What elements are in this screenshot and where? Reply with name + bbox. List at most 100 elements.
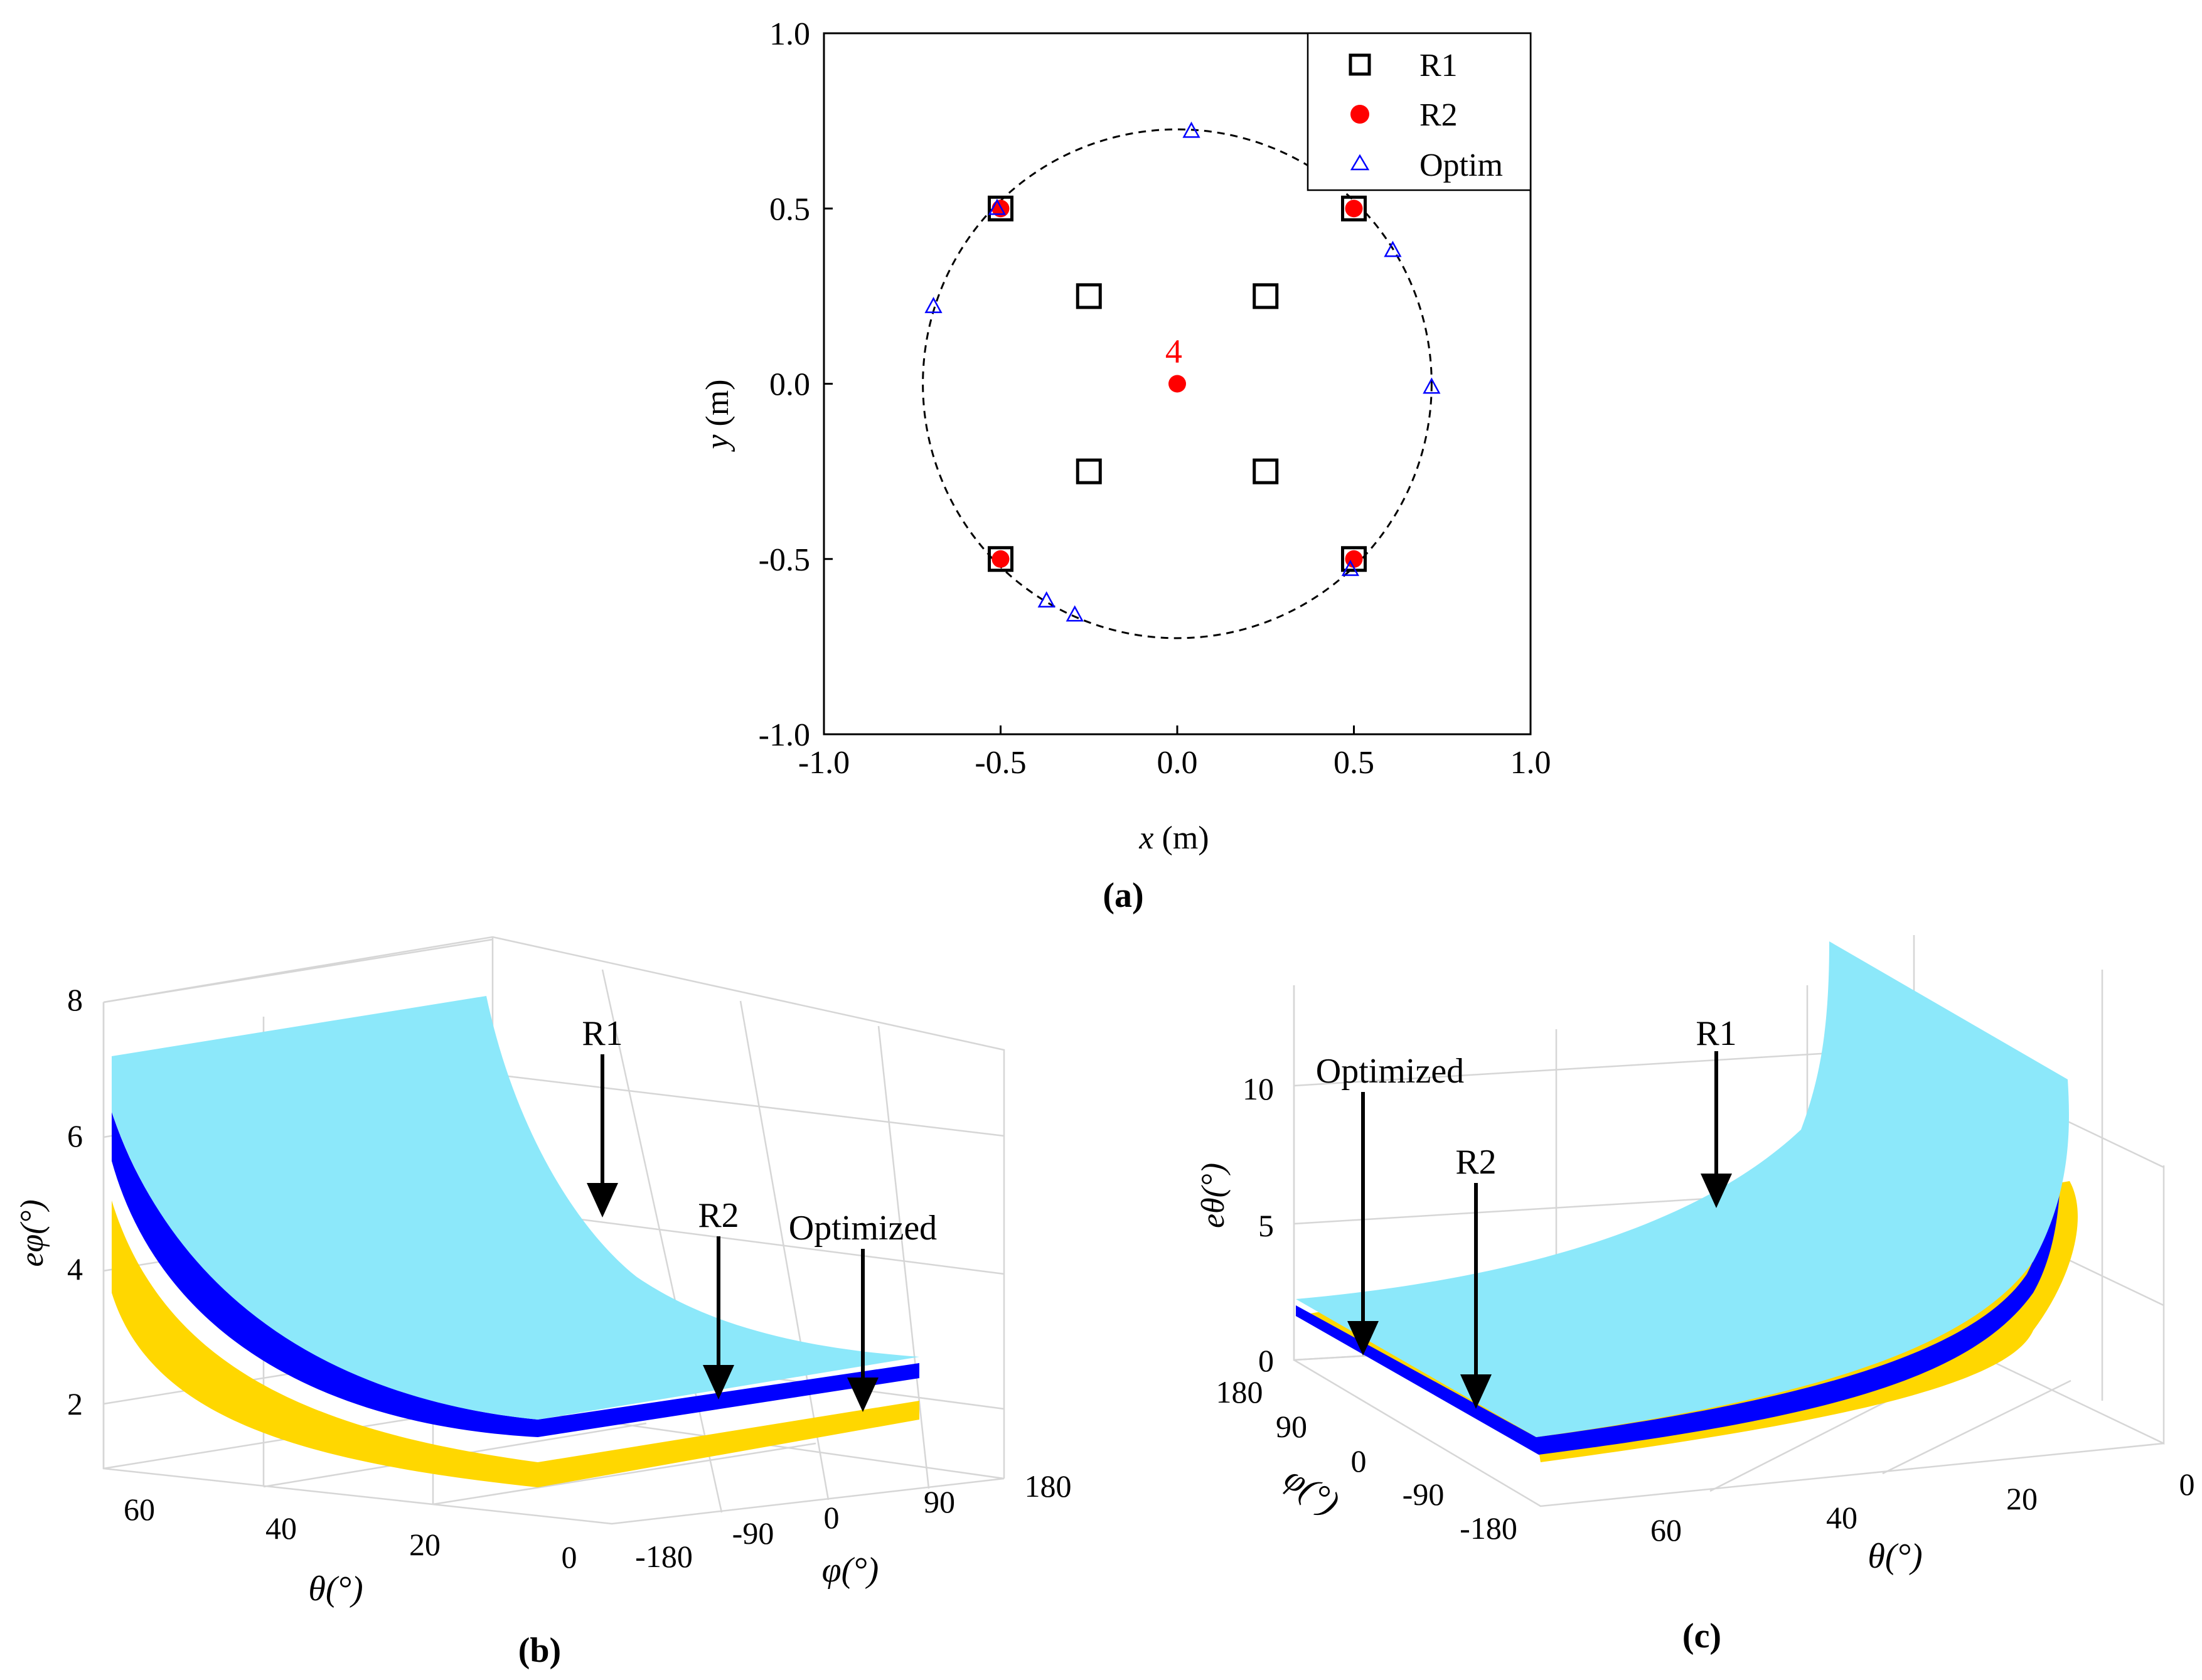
theta-tick: 20 — [2006, 1481, 2038, 1516]
surface-optimized — [112, 1201, 919, 1487]
x-axis-label: x (m) — [1138, 820, 1209, 856]
theta-tick: 40 — [265, 1511, 297, 1546]
arrowhead-r1 — [587, 1183, 618, 1217]
legend-marker-r1 — [1349, 53, 1371, 76]
point-r1 — [1341, 195, 1367, 222]
annotation-optimized: Optimized — [1316, 1052, 1464, 1091]
point-optim — [988, 198, 1006, 215]
arrowhead-r1 — [1701, 1174, 1732, 1208]
surface-r1 — [112, 996, 919, 1420]
point-optim — [924, 297, 943, 313]
legend-marker-optim — [1350, 154, 1370, 171]
theta-tick: 40 — [1826, 1500, 1857, 1535]
point-r1 — [1076, 458, 1102, 484]
legend-marker-r2 — [1350, 105, 1369, 124]
point-r2 — [991, 200, 1010, 218]
x-tick-label: 1.0 — [1510, 745, 1551, 781]
z-tick: 10 — [1243, 1071, 1274, 1106]
theta-tick: 60 — [124, 1492, 155, 1527]
phi-axis-label: φ(°) — [1277, 1458, 1346, 1523]
panel-a-scatter: -1.0 -0.5 0.0 0.5 1.0 -1.0 -0.5 0.0 0.5 1.0 4 R1 … — [700, 16, 1551, 915]
z-tick: 8 — [67, 982, 83, 1017]
y-axis-label: y (m) — [700, 379, 735, 452]
y-tick-label: -1.0 — [759, 717, 810, 753]
point-optim — [1037, 591, 1056, 608]
legend-label-optim: Optim — [1419, 147, 1503, 183]
point-r1 — [1341, 546, 1367, 572]
z-axis-label: eθ(°) — [1195, 1163, 1231, 1228]
arrowhead-r2 — [1460, 1374, 1492, 1409]
theta-axis-label: θ(°) — [308, 1570, 363, 1608]
phi-tick: 0 — [824, 1500, 840, 1535]
point-optim — [1182, 121, 1200, 138]
z-tick: 0 — [1258, 1343, 1274, 1378]
z-tick: 6 — [67, 1118, 83, 1153]
z-tick: 4 — [67, 1251, 83, 1287]
z-tick: 2 — [67, 1386, 83, 1421]
legend-label-r1: R1 — [1419, 48, 1458, 83]
panel-label-a: (a) — [1103, 876, 1143, 915]
arrowhead-r2 — [703, 1365, 734, 1399]
phi-tick: -180 — [1460, 1511, 1517, 1546]
x-tick-label: 0.0 — [1157, 745, 1198, 781]
axis-ticks: -1.0 -0.5 0.0 0.5 1.0 -1.0 -0.5 0.0 0.5 1.0 — [759, 16, 1551, 781]
point-optim — [1384, 240, 1402, 257]
panel-b-surface: 8 6 4 2 eφ(°) 60 40 20 0 θ(°) -180 -90 0… — [14, 936, 1072, 1670]
phi-axis-label: φ(°) — [822, 1551, 879, 1590]
theta-tick: 60 — [1650, 1512, 1682, 1548]
z-axis-label: eφ(°) — [14, 1199, 50, 1266]
phi-tick: -90 — [1403, 1477, 1445, 1512]
point-optim — [1066, 605, 1084, 622]
theta-tick: 0 — [562, 1539, 577, 1575]
point-r1 — [1253, 458, 1279, 484]
x-tick-label: -0.5 — [975, 745, 1026, 781]
legend-label-r2: R2 — [1419, 97, 1458, 133]
point-r1 — [988, 195, 1013, 222]
annotation-r2: R2 — [698, 1196, 739, 1235]
panel-label-c: (c) — [1682, 1617, 1721, 1656]
theta-axis-label: θ(°) — [1868, 1537, 1922, 1576]
annotation-r2: R2 — [1455, 1143, 1496, 1182]
y-tick-label: 0.5 — [769, 191, 810, 227]
annotation-optimized: Optimized — [789, 1209, 937, 1248]
phi-tick: -90 — [732, 1516, 774, 1551]
x-tick-label: -1.0 — [798, 745, 850, 781]
point-r1 — [1253, 283, 1279, 309]
arrows — [587, 1054, 879, 1412]
surface-r1 — [1296, 941, 2069, 1437]
point-optim — [1341, 559, 1359, 576]
arrowhead-optimized — [1347, 1321, 1379, 1356]
phi-tick: 0 — [1351, 1443, 1367, 1479]
point-r2 — [1168, 375, 1186, 393]
phi-tick: 90 — [924, 1484, 955, 1519]
z-tick: 5 — [1258, 1208, 1274, 1243]
y-tick-label: 0.0 — [769, 367, 810, 403]
optim-circle — [922, 128, 1433, 639]
annotation-4: 4 — [1165, 333, 1182, 370]
phi-tick: -180 — [635, 1539, 693, 1574]
point-optim — [1423, 377, 1441, 394]
annotation-r1: R1 — [1696, 1014, 1736, 1053]
x-tick-label: 0.5 — [1333, 745, 1374, 781]
theta-tick: 0 — [2179, 1467, 2195, 1502]
legend-box — [1307, 32, 1532, 191]
data-points — [924, 121, 1441, 622]
panel-label-b: (b) — [518, 1631, 561, 1670]
y-tick-label: -0.5 — [759, 542, 810, 578]
theta-tick: 20 — [409, 1527, 441, 1562]
panel-c-surface: 10 5 0 eθ(°) 180 90 0 -90 -180 φ(°) 60 4… — [1195, 935, 2195, 1656]
phi-tick: 180 — [1025, 1469, 1072, 1504]
point-r1 — [988, 546, 1013, 572]
point-r1 — [1076, 283, 1102, 309]
arrowhead-optimized — [847, 1378, 879, 1412]
arrows — [1347, 1051, 1732, 1409]
legend: R1 R2 Optim — [1307, 32, 1532, 191]
annotation-r1: R1 — [582, 1014, 623, 1053]
point-r2 — [1345, 200, 1363, 218]
point-r2 — [991, 550, 1010, 568]
phi-tick: 180 — [1216, 1374, 1263, 1410]
phi-tick: 90 — [1276, 1409, 1307, 1444]
surface-r2 — [112, 1112, 919, 1437]
y-tick-label: 1.0 — [769, 16, 810, 52]
